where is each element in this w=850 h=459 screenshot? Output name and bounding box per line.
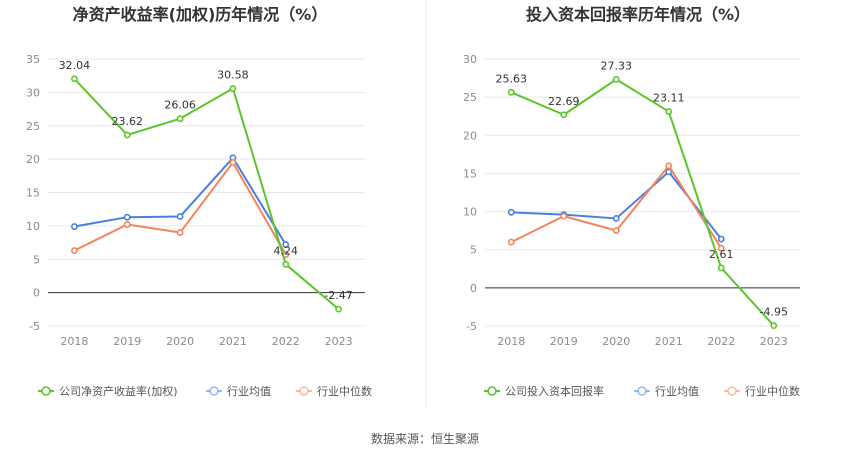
y-tick-label: -5	[29, 320, 40, 333]
y-tick-label: 10	[463, 206, 477, 219]
legend-swatch-marker	[41, 386, 51, 396]
data-point[interactable]	[665, 108, 673, 115]
y-tick-label: 25	[463, 91, 477, 104]
x-tick-label: 2023	[325, 335, 353, 348]
y-tick-label: 30	[463, 53, 477, 66]
chart-title: 净资产收益率(加权)历年情况（%）	[73, 5, 328, 24]
roic-chart-panel: 投入资本回报率历年情况（%） -5 0 5 10 15 20 25 30 2018 2019 2020…	[463, 5, 800, 398]
legend-item[interactable]: 行业中位数	[296, 384, 372, 398]
data-label: 30.58	[217, 69, 249, 82]
legend-swatch-marker	[209, 386, 219, 396]
legend-swatch-marker	[637, 386, 647, 396]
x-tick-label: 2019	[113, 335, 141, 348]
data-point[interactable]	[507, 88, 515, 96]
data-point[interactable]	[717, 244, 725, 252]
x-tick-label: 2022	[707, 335, 735, 348]
legend-item[interactable]: 行业均值	[206, 385, 271, 398]
x-tick-label: 2020	[166, 335, 194, 348]
legend-item[interactable]: 公司净资产收益率(加权)	[38, 384, 178, 398]
x-tick-label: 2021	[219, 335, 247, 348]
series-line	[510, 78, 775, 327]
data-point[interactable]	[717, 235, 725, 243]
legend-swatch-marker	[487, 386, 497, 396]
data-point[interactable]	[770, 322, 778, 330]
legend-item[interactable]: 公司投入资本回报率	[484, 384, 604, 398]
data-label: 26.06	[164, 99, 196, 112]
data-label: 22.69	[548, 95, 580, 108]
roe-chart-panel: 净资产收益率(加权)历年情况（%） -5 0 5 10 15 20 25 30 35 2018 201…	[26, 5, 372, 398]
data-point[interactable]	[229, 159, 237, 166]
x-tick-label: 2022	[272, 335, 300, 348]
data-point[interactable]	[71, 223, 78, 230]
data-point[interactable]	[612, 227, 620, 235]
data-label: -2.47	[324, 289, 352, 302]
data-point[interactable]	[560, 111, 568, 119]
x-tick-label: 2021	[655, 335, 683, 348]
x-tick-label: 2018	[60, 335, 88, 348]
data-label: 23.62	[112, 115, 144, 128]
y-tick-label: 15	[26, 187, 40, 200]
data-point[interactable]	[282, 260, 290, 268]
x-tick-label: 2020	[602, 335, 630, 348]
data-point[interactable]	[507, 208, 515, 216]
x-tick-label: 2023	[760, 335, 788, 348]
data-point[interactable]	[176, 229, 184, 236]
chart-title: 投入资本回报率历年情况（%）	[526, 5, 750, 24]
data-label: 25.63	[496, 72, 528, 85]
data-label: 2.61	[709, 248, 734, 261]
legend-item[interactable]: 行业中位数	[724, 384, 800, 398]
legend-label: 行业均值	[227, 385, 271, 398]
legend-swatch-marker	[299, 386, 309, 396]
y-tick-label: 0	[33, 287, 40, 300]
legend-item[interactable]: 行业均值	[634, 385, 699, 398]
y-tick-label: 30	[26, 86, 40, 99]
y-tick-label: 15	[463, 167, 477, 180]
data-point[interactable]	[176, 115, 184, 123]
legend-label: 公司投入资本回报率	[505, 384, 604, 398]
legend-label: 行业中位数	[745, 384, 800, 398]
legend-label: 行业中位数	[317, 384, 372, 398]
y-tick-label: 10	[26, 220, 40, 233]
data-label: 27.33	[601, 59, 633, 72]
legend-label: 公司净资产收益率(加权)	[59, 384, 178, 398]
data-point[interactable]	[612, 215, 620, 222]
y-tick-label: 20	[26, 153, 40, 166]
data-point[interactable]	[665, 168, 673, 176]
data-label: 32.04	[59, 59, 91, 72]
data-point[interactable]	[717, 264, 725, 272]
data-label: 4.24	[274, 244, 299, 257]
data-point[interactable]	[71, 247, 78, 254]
x-tick-label: 2018	[497, 335, 525, 348]
data-point[interactable]	[176, 213, 184, 220]
y-tick-label: 20	[463, 129, 477, 142]
data-point[interactable]	[507, 238, 515, 246]
series-line	[510, 164, 723, 249]
data-point[interactable]	[665, 162, 673, 170]
y-tick-label: -5	[466, 320, 477, 333]
data-point[interactable]	[123, 213, 131, 221]
series-line	[73, 78, 340, 310]
y-tick-label: 5	[470, 244, 477, 257]
data-point[interactable]	[229, 85, 237, 92]
x-tick-label: 2019	[550, 335, 578, 348]
data-point[interactable]	[282, 241, 290, 248]
y-tick-label: 5	[33, 253, 40, 266]
y-tick-label: 0	[470, 282, 477, 295]
data-source: 数据来源：恒生聚源	[371, 431, 479, 446]
data-point[interactable]	[71, 75, 78, 83]
y-tick-label: 35	[26, 53, 40, 66]
legend-swatch-marker	[727, 386, 737, 396]
y-tick-label: 25	[26, 120, 40, 133]
data-point[interactable]	[123, 221, 131, 228]
data-point[interactable]	[123, 131, 131, 139]
legend-label: 行业均值	[655, 385, 699, 398]
data-label: 23.11	[653, 92, 685, 105]
series-line	[73, 161, 287, 256]
data-label: -4.95	[760, 306, 788, 319]
data-point[interactable]	[560, 212, 568, 220]
data-point[interactable]	[612, 75, 620, 83]
data-point[interactable]	[335, 305, 342, 313]
